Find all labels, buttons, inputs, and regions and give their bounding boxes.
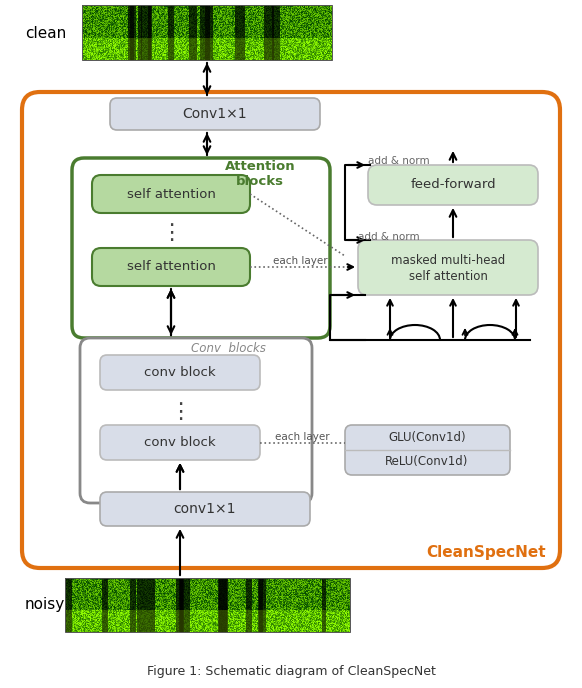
Bar	[82, 5, 332, 60]
FancyBboxPatch shape	[92, 248, 250, 286]
Text: clean: clean	[25, 25, 66, 41]
Text: masked multi-head: masked multi-head	[391, 253, 505, 266]
Text: Figure 1: Schematic diagram of CleanSpecNet: Figure 1: Schematic diagram of CleanSpec…	[147, 665, 435, 678]
Text: GLU(Conv1d): GLU(Conv1d)	[388, 431, 466, 444]
FancyBboxPatch shape	[368, 165, 538, 205]
Text: self attention: self attention	[409, 270, 488, 283]
FancyBboxPatch shape	[345, 425, 510, 475]
Text: self attention: self attention	[126, 188, 215, 200]
Text: Attention
blocks: Attention blocks	[225, 160, 295, 188]
Text: ⋮: ⋮	[160, 223, 182, 243]
Text: CleanSpecNet: CleanSpecNet	[426, 546, 546, 561]
Text: each layer: each layer	[273, 256, 327, 266]
FancyBboxPatch shape	[100, 492, 310, 526]
FancyBboxPatch shape	[358, 240, 538, 295]
Text: Conv1×1: Conv1×1	[183, 107, 247, 121]
Text: conv1×1: conv1×1	[174, 502, 236, 516]
Text: feed-forward: feed-forward	[410, 178, 496, 191]
Text: add & norm: add & norm	[368, 156, 430, 166]
Bar	[65, 578, 350, 632]
Text: Conv  blocks: Conv blocks	[190, 341, 265, 354]
FancyBboxPatch shape	[80, 338, 312, 503]
FancyBboxPatch shape	[100, 355, 260, 390]
FancyBboxPatch shape	[100, 425, 260, 460]
Text: conv block: conv block	[144, 367, 216, 380]
FancyBboxPatch shape	[72, 158, 330, 338]
Text: ⋮: ⋮	[169, 402, 191, 422]
Text: conv block: conv block	[144, 436, 216, 449]
Text: self attention: self attention	[126, 261, 215, 274]
Text: ReLU(Conv1d): ReLU(Conv1d)	[385, 455, 469, 469]
FancyBboxPatch shape	[110, 98, 320, 130]
Text: add & norm: add & norm	[358, 232, 420, 242]
FancyBboxPatch shape	[22, 92, 560, 568]
Text: noisy: noisy	[25, 597, 65, 612]
Text: each layer: each layer	[275, 432, 329, 442]
FancyBboxPatch shape	[92, 175, 250, 213]
